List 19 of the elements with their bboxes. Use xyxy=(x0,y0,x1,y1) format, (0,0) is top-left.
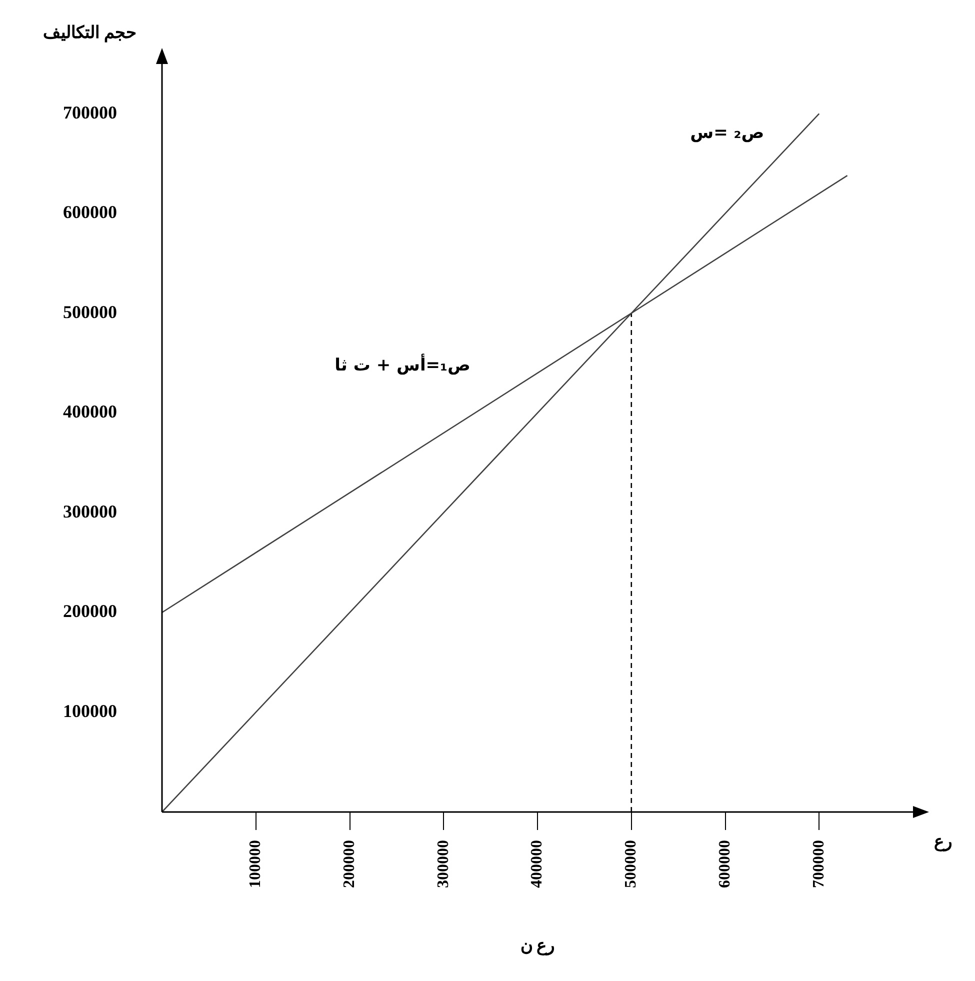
x-tick-label: 400000 xyxy=(528,840,546,888)
y-tick-label: 700000 xyxy=(63,102,117,122)
text: رع ن xyxy=(520,936,555,956)
y-tick-label: 200000 xyxy=(63,601,117,622)
x-tick-label: 600000 xyxy=(716,840,734,888)
series-label: ص₂ =س xyxy=(690,123,764,144)
y-tick-label: 300000 xyxy=(63,501,117,522)
x-tick-label: 200000 xyxy=(340,840,358,888)
y-tick-label: 500000 xyxy=(63,302,117,322)
y-axis-title: حجم التكاليف xyxy=(42,23,137,44)
y-tick-label: 100000 xyxy=(63,700,117,721)
y-tick-label: 400000 xyxy=(63,402,117,422)
x-axis-title: رع xyxy=(934,832,952,852)
y-tick-label: 600000 xyxy=(63,202,117,222)
text: ص₁=أس + ت ثا xyxy=(334,353,470,376)
x-tick-label: 300000 xyxy=(434,840,452,888)
x-tick-label: 500000 xyxy=(622,840,640,888)
x-tick-label: 100000 xyxy=(247,840,264,888)
x-tick-label: 700000 xyxy=(810,840,828,888)
